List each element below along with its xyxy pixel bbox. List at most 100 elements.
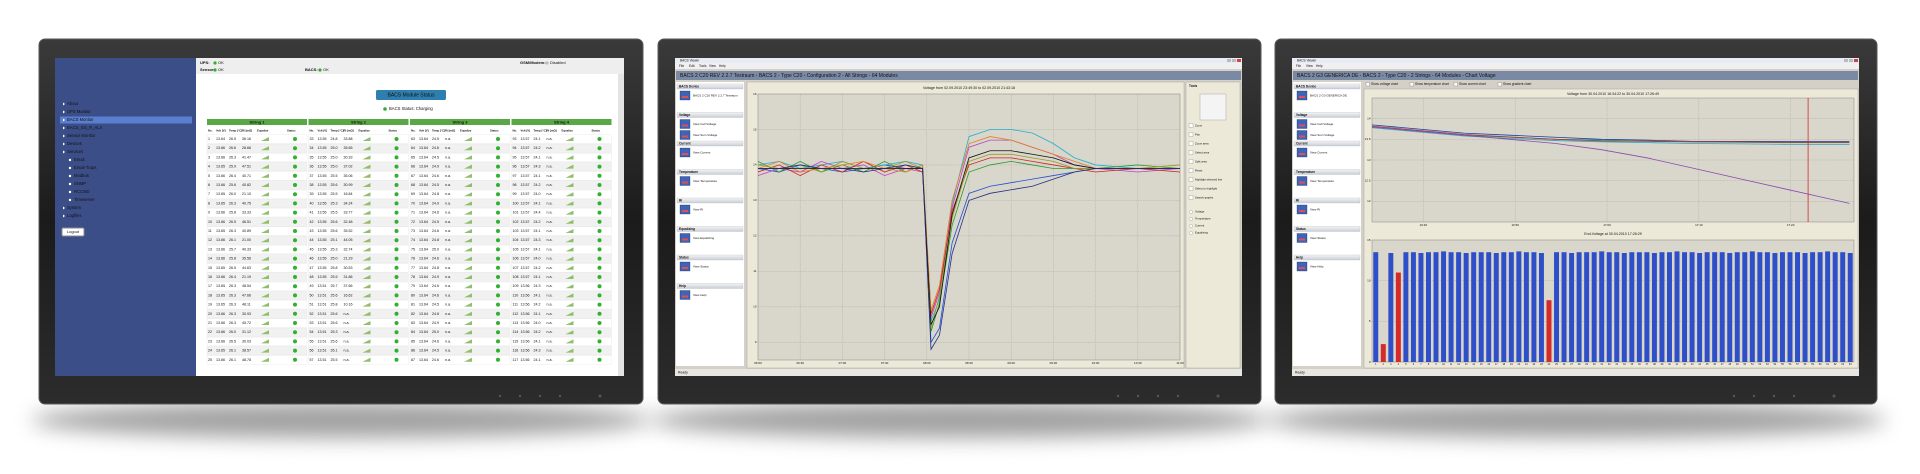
cell: 13.65 (216, 284, 225, 288)
tool-control[interactable] (1188, 150, 1194, 155)
row-bg (308, 318, 409, 328)
bar (1554, 252, 1560, 362)
cell: 25.5 (331, 192, 338, 196)
option-radio[interactable] (1189, 224, 1193, 228)
side-item[interactable]: View Ri (693, 207, 703, 211)
menu-item[interactable]: Edit (689, 64, 695, 68)
column-header: Ri [mΩ] (547, 129, 557, 133)
side-item[interactable]: View Current (693, 150, 710, 154)
cell: 24.6 (432, 358, 439, 362)
status-icon (394, 293, 399, 298)
side-item[interactable]: View Temperature (1310, 179, 1334, 183)
row-bg (308, 235, 409, 245)
tool-control[interactable] (1188, 177, 1194, 182)
option-radio[interactable] (1189, 210, 1193, 214)
menu-item[interactable]: Help (719, 64, 726, 68)
tool-control[interactable] (1188, 186, 1194, 191)
header-bar (676, 71, 1241, 80)
item-icon (679, 261, 691, 272)
checkbox[interactable] (1365, 82, 1370, 87)
row-bg (409, 346, 511, 356)
nav-item[interactable]: System (67, 205, 81, 210)
equalize-icon (464, 302, 472, 307)
cell: 13.66 (216, 183, 225, 187)
status-icon (496, 275, 500, 279)
side-item[interactable]: BACS 2 G3 GENERICA DE (1310, 93, 1347, 97)
cell: 13.55 (318, 266, 327, 270)
side-item[interactable]: View Status (1310, 236, 1326, 240)
tool-control[interactable] (1188, 195, 1194, 200)
checkbox[interactable] (1453, 82, 1458, 87)
equalize-icon (261, 284, 269, 289)
equalize-icon (565, 284, 574, 289)
side-item[interactable]: View Sum Voltage (693, 133, 718, 137)
checkbox[interactable] (1409, 82, 1414, 87)
option-radio[interactable] (1189, 217, 1193, 221)
checkbox[interactable] (1497, 82, 1502, 87)
side-item[interactable]: View Cell Voltage (1310, 122, 1334, 126)
side-item[interactable]: View Cell Voltage (693, 122, 717, 126)
cell: 13.64 (419, 275, 428, 279)
tool-control[interactable] (1188, 141, 1194, 146)
side-item[interactable]: View Temperature (693, 179, 717, 183)
cell: n.a. (547, 349, 553, 353)
tool-control[interactable] (1188, 123, 1194, 128)
cell: 13.57 (521, 211, 530, 215)
nav-subitem[interactable]: Email (74, 157, 85, 162)
cell: 13.64 (419, 220, 428, 224)
cell: 13.51 (318, 312, 327, 316)
nav-item[interactable]: BACS Monitor (67, 117, 94, 122)
nav-item[interactable]: Logfiles (67, 213, 81, 218)
nav-item[interactable]: UPS Monitor (67, 109, 91, 114)
group-label: BACS Device (1296, 84, 1316, 88)
nav-item[interactable]: About (67, 101, 79, 106)
status-icon (293, 256, 297, 261)
column-header: Temp [°C] (229, 129, 242, 133)
menu-item[interactable]: File (1296, 64, 1301, 68)
x-tick-label: 36 (1638, 363, 1641, 366)
side-item[interactable]: View Help (1310, 264, 1324, 268)
menu-item[interactable]: View (1306, 64, 1314, 68)
cell: 72 (411, 220, 415, 224)
side-item[interactable]: View Ri (1310, 207, 1320, 211)
nav-item[interactable]: Devices (67, 141, 82, 146)
menu-item[interactable]: View (709, 64, 717, 68)
header: BACS 2 C20 REV 2.2.7 Testraum - BACS 2 -… (680, 73, 898, 79)
side-item[interactable]: View Help (693, 293, 707, 297)
side-item[interactable]: View Current (1310, 150, 1327, 154)
menu-item[interactable]: Tools (699, 64, 707, 68)
option-radio[interactable] (1189, 231, 1193, 235)
side-item[interactable]: BACS 2 C20 REV 2.2.7 Testraum (693, 93, 738, 97)
menu-item[interactable]: File (679, 64, 684, 68)
row-bg (409, 235, 511, 245)
cell: 48.54 (242, 284, 251, 288)
nav-item[interactable]: Sensor Monitor (67, 133, 96, 138)
x-tick-label: 19 (1510, 363, 1513, 366)
nav-subitem[interactable]: Modbus (74, 173, 89, 178)
nav-subitem[interactable]: SNMP (74, 181, 86, 186)
nav-item[interactable]: Services (67, 149, 83, 154)
nav-item[interactable]: BACS_GS_R_ALX (67, 125, 103, 130)
cell: 13.55 (318, 183, 327, 187)
cell: n.a. (547, 174, 553, 178)
x-tick-label: 30 (1593, 363, 1596, 366)
nav-subitem[interactable]: RCCMD (74, 189, 90, 194)
nav-subitem[interactable]: Email-Traps (74, 165, 96, 170)
row-bg (308, 300, 409, 310)
tool-control[interactable] (1188, 159, 1194, 164)
side-item[interactable]: View Equalizing (693, 236, 714, 240)
item-icon-detail (682, 295, 688, 298)
cell: 13.55 (318, 275, 327, 279)
bar (1772, 253, 1778, 362)
side-item[interactable]: View Status (693, 264, 709, 268)
menu-item[interactable]: Help (1316, 64, 1323, 68)
tool-control[interactable] (1188, 132, 1194, 137)
nav-subitem[interactable]: Timeserver (74, 197, 95, 202)
logout-button[interactable] (61, 227, 85, 237)
tool-control[interactable] (1188, 168, 1194, 173)
row-bg (409, 162, 511, 172)
status-icon (394, 256, 399, 261)
cell: 68 (411, 183, 415, 187)
status-icon (394, 192, 399, 197)
side-item[interactable]: View Sum Voltage (1310, 133, 1335, 137)
